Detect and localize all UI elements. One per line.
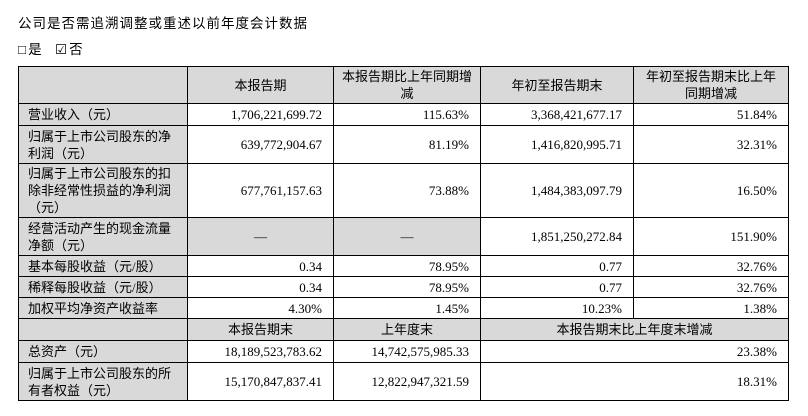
header-current-period: 本报告期 — [187, 66, 334, 104]
header-ytd-yoy-change: 年初至报告期末比上年同期增减 — [633, 66, 789, 104]
option-no-label: 否 — [69, 42, 84, 57]
row-label: 加权平均净资产收益率 — [18, 297, 188, 319]
option-yes-label: 是 — [28, 42, 43, 57]
row-label: 归属于上市公司股东的所有者权益（元） — [18, 362, 188, 401]
cell-value: 16.50% — [633, 163, 789, 218]
cell-value: 1,851,250,272.84 — [480, 217, 634, 256]
checkbox-unchecked-icon: □ — [18, 42, 28, 57]
cell-value: 51.84% — [633, 103, 789, 126]
row-label: 归属于上市公司股东的净利润（元） — [18, 125, 188, 164]
key-financials-table: 本报告期 本报告期比上年同期增减 年初至报告期末 年初至报告期末比上年同期增减 … — [18, 66, 789, 401]
table-row-net-profit: 归属于上市公司股东的净利润（元） 639,772,904.67 81.19% 1… — [18, 125, 789, 164]
cell-value: 15,170,847,837.41 — [187, 362, 334, 401]
checkbox-checked-icon: ☑ — [55, 42, 69, 57]
cell-value: 32.76% — [633, 276, 789, 298]
cell-value: 18.31% — [480, 362, 789, 401]
cell-not-applicable: — — [333, 217, 481, 256]
header-period-end: 本报告期末 — [187, 318, 334, 341]
cell-value: 23.38% — [480, 340, 789, 363]
table-row-owners-equity: 归属于上市公司股东的所有者权益（元） 15,170,847,837.41 12,… — [18, 362, 789, 401]
header-period-yoy-change: 本报告期比上年同期增减 — [333, 66, 481, 104]
table-header-row-period: 本报告期 本报告期比上年同期增减 年初至报告期末 年初至报告期末比上年同期增减 — [18, 66, 789, 104]
row-label: 总资产（元） — [18, 340, 188, 363]
header-period-end-change: 本报告期末比上年度末增减 — [480, 318, 789, 341]
table-row-total-assets: 总资产（元） 18,189,523,783.62 14,742,575,985.… — [18, 340, 789, 363]
cell-value: 1,706,221,699.72 — [187, 103, 334, 126]
row-label: 稀释每股收益（元/股） — [18, 276, 188, 298]
cell-value: 1,484,383,097.79 — [480, 163, 634, 218]
header-prior-year-end: 上年度末 — [333, 318, 481, 341]
cell-value: 0.77 — [480, 276, 634, 298]
table-row-revenue: 营业收入（元） 1,706,221,699.72 115.63% 3,368,4… — [18, 103, 789, 126]
cell-value: 0.34 — [187, 276, 334, 298]
cell-value: 10.23% — [480, 297, 634, 319]
cell-value: 4.30% — [187, 297, 334, 319]
table-row-diluted-eps: 稀释每股收益（元/股） 0.34 78.95% 0.77 32.76% — [18, 276, 789, 298]
row-label: 基本每股收益（元/股） — [18, 255, 188, 277]
restatement-options: □是 ☑否 — [18, 38, 84, 58]
table-row-weighted-roe: 加权平均净资产收益率 4.30% 1.45% 10.23% 1.38% — [18, 297, 789, 319]
cell-value: 115.63% — [333, 103, 481, 126]
header-blank-cell — [18, 318, 188, 341]
cell-value: 151.90% — [633, 217, 789, 256]
cell-value: 0.77 — [480, 255, 634, 277]
row-label: 经营活动产生的现金流量净额（元） — [18, 217, 188, 256]
restatement-question: 公司是否需追溯调整或重述以前年度会计数据 — [18, 16, 308, 31]
row-label: 归属于上市公司股东的扣除非经常性损益的净利润（元） — [18, 163, 188, 218]
cell-not-applicable: — — [187, 217, 334, 256]
cell-value: 639,772,904.67 — [187, 125, 334, 164]
cell-value: 677,761,157.63 — [187, 163, 334, 218]
cell-value: 32.31% — [633, 125, 789, 164]
header-ytd: 年初至报告期末 — [480, 66, 634, 104]
cell-value: 3,368,421,677.17 — [480, 103, 634, 126]
cell-value: 1.45% — [333, 297, 481, 319]
cell-value: 32.76% — [633, 255, 789, 277]
cell-value: 1,416,820,995.71 — [480, 125, 634, 164]
cell-value: 1.38% — [633, 297, 789, 319]
cell-value: 78.95% — [333, 255, 481, 277]
cell-value: 78.95% — [333, 276, 481, 298]
cell-value: 73.88% — [333, 163, 481, 218]
cell-value: 18,189,523,783.62 — [187, 340, 334, 363]
row-label: 营业收入（元） — [18, 103, 188, 126]
cell-value: 81.19% — [333, 125, 481, 164]
cell-value: 12,822,947,321.59 — [333, 362, 481, 401]
table-row-net-profit-excl-nonrecurring: 归属于上市公司股东的扣除非经常性损益的净利润（元） 677,761,157.63… — [18, 163, 789, 218]
header-blank-cell — [18, 66, 188, 104]
cell-value: 14,742,575,985.33 — [333, 340, 481, 363]
table-header-row-period-end: 本报告期末 上年度末 本报告期末比上年度末增减 — [18, 318, 789, 341]
table-row-basic-eps: 基本每股收益（元/股） 0.34 78.95% 0.77 32.76% — [18, 255, 789, 277]
cell-value: 0.34 — [187, 255, 334, 277]
table-row-operating-cash-flow: 经营活动产生的现金流量净额（元） — — 1,851,250,272.84 15… — [18, 217, 789, 256]
